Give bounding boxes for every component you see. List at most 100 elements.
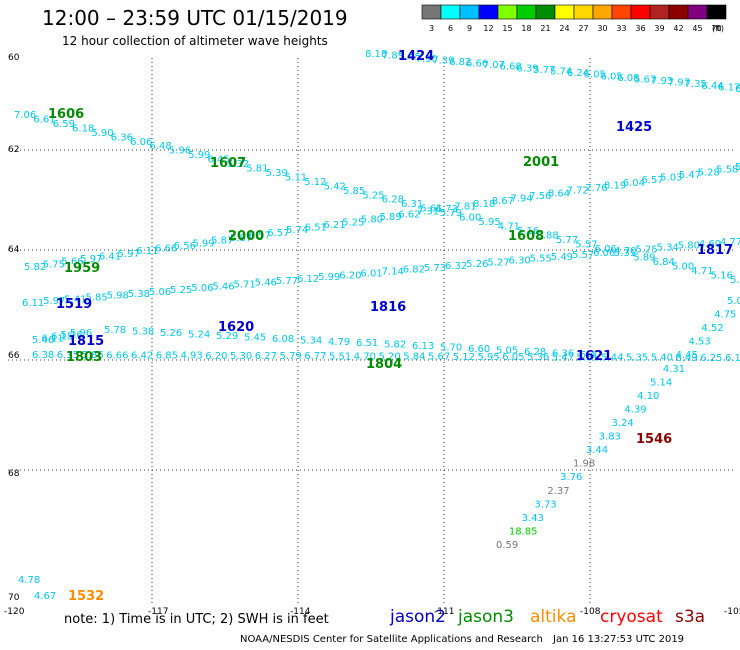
wave-height-value: 5.90 (91, 128, 113, 139)
wave-height-value: 5.77 (556, 235, 578, 246)
wave-height-value: 6.61 (33, 114, 55, 125)
pass-time-1959: 1959 (64, 261, 100, 276)
wave-height-value: 6.77 (304, 351, 326, 362)
color-scale-label: 33 (616, 24, 626, 33)
wave-height-value: 5.97 (43, 296, 65, 307)
wave-height-value: 4.71 (498, 221, 520, 232)
wave-height-value: 7.35 (685, 79, 707, 90)
wave-height-value: 4.70 (354, 351, 376, 362)
wave-height-value: 6.68 (500, 62, 522, 73)
wave-height-value: 4.10 (637, 391, 659, 402)
wave-height-value: 6.38 (32, 350, 54, 361)
wave-height-value: 5.05 (496, 346, 518, 357)
wave-height-value: 7.72 (567, 186, 589, 197)
wave-height-value: 6.28 (524, 347, 546, 358)
wave-height-value: 6.66 (106, 350, 128, 361)
legend-s3a: s3a (675, 607, 706, 627)
wave-height-value: 4.53 (689, 337, 711, 348)
wave-height-value: 6.35 (57, 350, 79, 361)
wave-height-value: 6.66 (466, 59, 488, 70)
wave-height-value: 6.08 (272, 334, 294, 345)
wave-height-value: 6.57 (249, 230, 271, 241)
color-swatch (497, 4, 518, 20)
wave-height-value: 5.06 (149, 287, 171, 298)
wave-height-value: 5.81 (246, 164, 268, 175)
color-swatch (649, 4, 670, 20)
color-swatch (611, 4, 632, 20)
wave-height-value: 5.80 (678, 241, 700, 252)
wave-height-value: 6.21 (323, 220, 345, 231)
wave-height-value: 7.56 (529, 191, 551, 202)
wave-height-value: 5.24 (188, 329, 210, 340)
wave-height-value: 5.87 (230, 233, 252, 244)
wave-height-value: 6.42 (131, 350, 153, 361)
wave-height-value: 6.51 (356, 338, 378, 349)
wave-height-value: 5.85 (343, 186, 365, 197)
wave-height-value: 5.79 (280, 351, 302, 362)
wave-height-value: 6.17 (725, 353, 740, 364)
wave-height-value: 6.91 (735, 84, 740, 95)
wave-height-value: 6.18 (72, 123, 94, 134)
wave-height-value: 6.66 (155, 244, 177, 255)
wave-height-value: 5.87 (211, 236, 233, 247)
wave-height-value: 7.07 (483, 60, 505, 71)
wave-height-value: 5.34 (300, 335, 322, 346)
latitude-label: 68 (8, 469, 20, 479)
color-swatch (478, 4, 499, 20)
color-swatch (668, 4, 689, 20)
wave-height-value: 5.97 (80, 254, 102, 265)
pass-time-1606: 1606 (48, 107, 84, 122)
color-scale-label: 3 (429, 24, 434, 33)
wave-height-value: 6.32 (445, 261, 467, 272)
pass-time-1425: 1425 (616, 120, 652, 135)
color-scale-label: 24 (559, 24, 569, 33)
wave-height-value: 6.08 (617, 73, 639, 84)
wave-height-value: 5.38 (132, 326, 154, 337)
map-subtitle: 12 hour collection of altimeter wave hei… (62, 34, 328, 48)
wave-height-value: 1.98 (573, 459, 595, 470)
wave-height-value: 4.67 (34, 591, 56, 602)
wave-height-value: 3.73 (535, 499, 557, 510)
wave-height-value: 5.89 (380, 212, 402, 223)
wave-height-value: 5.79 (440, 208, 462, 219)
wave-height-value: 4.71 (691, 266, 713, 277)
wave-height-value: 5.57 (572, 250, 594, 261)
pass-time-1608: 1608 (508, 229, 544, 244)
wave-height-value: 5.75 (43, 259, 65, 270)
wave-height-value: 8.64 (548, 188, 570, 199)
wave-height-value: 4.39 (624, 404, 646, 415)
wave-height-value: 5.12 (453, 352, 475, 363)
wave-height-value: 6.73 (436, 204, 458, 215)
longitude-label: -108 (580, 607, 601, 617)
note-text: note: 1) Time is in UTC; 2) SWH is in fe… (64, 612, 329, 627)
wave-height-value: 6.62 (398, 209, 420, 220)
wave-height-value: 6.49 (676, 353, 698, 364)
pass-time-labels: 1424 1425 1606 1607 2001 2000 1608 1959 1817 1519… (48, 49, 733, 604)
pass-time-1546: 1546 (636, 432, 672, 447)
wave-height-value: 7.93 (651, 76, 673, 87)
wave-height-value: 7.39 (432, 55, 454, 66)
credit-agency: NOAA/NESDIS Center for Satellite Applica… (240, 634, 543, 645)
wave-height-value: 5.47 (580, 350, 602, 361)
color-scale-label: 6 (448, 24, 453, 33)
latitude-label: 62 (8, 145, 19, 155)
color-scale-label: 70 (711, 24, 721, 33)
wave-height-value: 5.27 (487, 257, 509, 268)
wave-height-value: 5.95 (478, 352, 500, 363)
wave-height-labels: 8.187.897.457.907.396.826.667.076.686.39… (14, 49, 740, 602)
wave-height-value: 6.44 (701, 81, 723, 92)
wave-height-value: 5.86 (82, 350, 104, 361)
color-scale-unit: (ft) (712, 24, 724, 33)
wave-height-value: 7.94 (510, 194, 532, 205)
wave-height-value: 6.04 (623, 178, 645, 189)
wave-height-value: 6.13 (412, 341, 434, 352)
wave-height-value: 5.26 (466, 259, 488, 270)
wave-height-value: 5.47 (552, 352, 574, 363)
wave-height-value: 6.11 (22, 298, 44, 309)
wave-height-value: 6.25 (700, 353, 722, 364)
color-scale-label: 12 (483, 24, 493, 33)
wave-height-value: 3.83 (599, 432, 621, 443)
wave-height-value: 5.99 (188, 150, 210, 161)
longitude-label: -114 (290, 607, 311, 617)
